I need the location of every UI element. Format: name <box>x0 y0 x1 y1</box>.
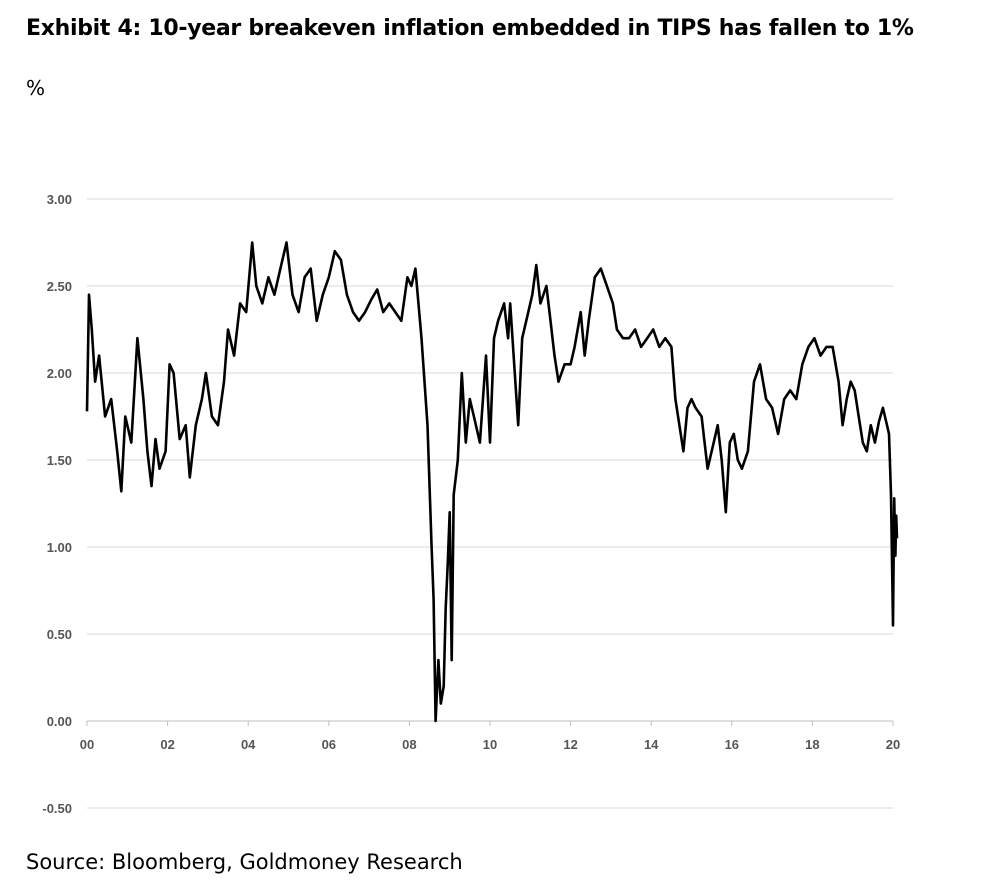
y-tick-label: 1.00 <box>47 540 72 555</box>
y-axis-ticks: 3.00 2.50 2.00 1.50 1.00 0.50 0.00 -0.50 <box>42 192 72 816</box>
x-tick-label: 16 <box>725 737 739 752</box>
y-tick-label: -0.50 <box>42 801 72 816</box>
source-note: Source: Bloomberg, Goldmoney Research <box>26 850 463 874</box>
x-tick-label: 10 <box>483 737 497 752</box>
y-tick-label: 1.50 <box>47 453 72 468</box>
chart-title: Exhibit 4: 10-year breakeven inflation e… <box>26 16 914 41</box>
y-tick-label: 2.50 <box>47 279 72 294</box>
x-tick-label: 18 <box>805 737 819 752</box>
y-tick-label: 0.50 <box>47 627 72 642</box>
y-tick-label: 0.00 <box>47 714 72 729</box>
x-tick-label: 00 <box>80 737 94 752</box>
series-line <box>85 241 899 723</box>
x-tick-label: 06 <box>322 737 336 752</box>
x-tick-label: 02 <box>160 737 174 752</box>
line-chart: 3.00 2.50 2.00 1.50 1.00 0.50 0.00 -0.50 00 02 04… <box>42 192 900 816</box>
x-axis <box>86 720 894 726</box>
x-tick-label: 14 <box>644 737 659 752</box>
unit-label: % <box>26 76 46 100</box>
gridlines <box>87 198 893 809</box>
y-tick-label: 3.00 <box>47 192 72 207</box>
x-tick-label: 04 <box>241 737 256 752</box>
x-tick-label: 12 <box>563 737 577 752</box>
y-tick-label: 2.00 <box>47 366 72 381</box>
x-axis-ticks: 00 02 04 06 08 10 12 14 16 18 20 <box>80 737 900 752</box>
x-tick-label: 08 <box>402 737 416 752</box>
x-tick-label: 20 <box>886 737 900 752</box>
